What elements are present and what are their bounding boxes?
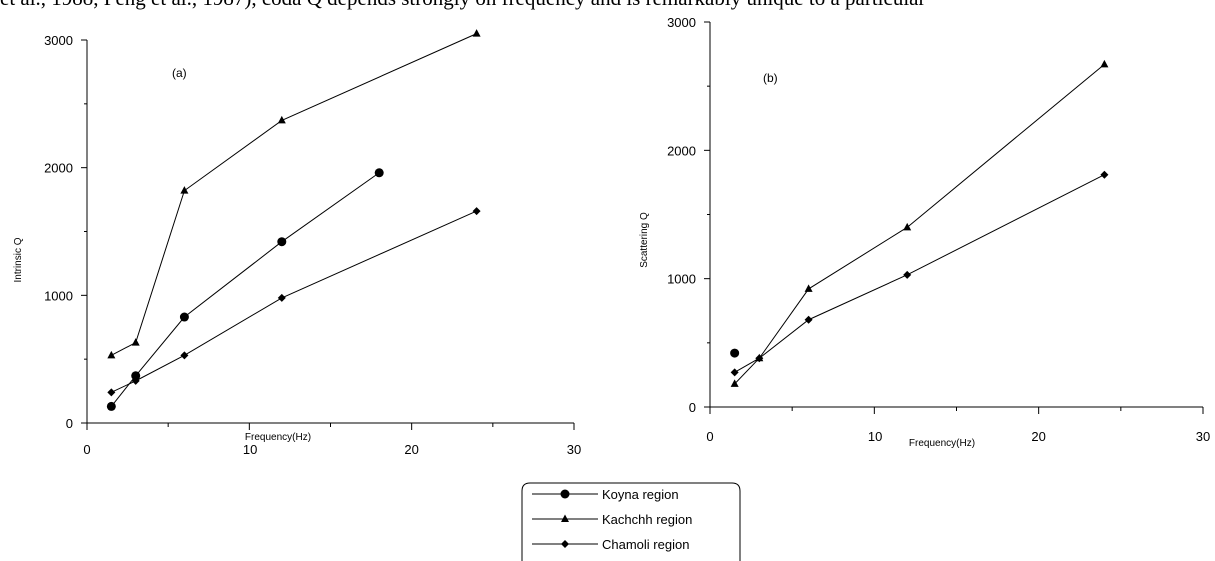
data-point-koyna — [106, 401, 116, 411]
x-tick-label: 10 — [868, 429, 882, 444]
data-point-kachchh — [180, 186, 189, 194]
data-point-kachchh — [277, 115, 286, 124]
legend-label-chamoli: Chamoli region — [602, 537, 689, 552]
x-tick-label: 0 — [83, 442, 90, 457]
x-tick-label: 0 — [706, 429, 713, 444]
x-tick-label: 10 — [243, 442, 257, 457]
x-tick-label: 20 — [1031, 429, 1045, 444]
data-point-kachchh — [730, 379, 739, 387]
y-tick-label: 1000 — [667, 272, 696, 287]
y-axis-label: Scattering Q — [639, 212, 650, 268]
data-point-chamoli — [277, 293, 286, 302]
x-axis-label: Frequency(Hz) — [909, 438, 975, 449]
data-point-koyna — [131, 371, 141, 381]
chart-panel-a: 0 1000 2000 3000 0 10 20 30 Frequency(Hz) Intrins… — [13, 29, 581, 457]
data-point-kachchh — [472, 29, 481, 37]
y-axis-label: Intrinsic Q — [13, 237, 24, 282]
legend-label-koyna: Koyna region — [602, 487, 679, 502]
y-tick-label: 3000 — [667, 15, 696, 30]
legend-marker-kachchh — [561, 514, 569, 522]
legend-box — [521, 482, 741, 561]
data-point-chamoli — [903, 270, 912, 279]
data-point-chamoli — [755, 354, 764, 363]
x-axis-label: Frequency(Hz) — [245, 432, 311, 443]
y-tick-label: 0 — [689, 400, 696, 415]
data-point-koyna — [730, 348, 740, 358]
y-tick-label: 2000 — [44, 161, 73, 176]
data-point-kachchh — [1100, 59, 1109, 68]
data-point-chamoli — [131, 376, 140, 385]
legend-marker-koyna — [560, 489, 570, 499]
y-tick-label: 1000 — [44, 288, 73, 303]
data-point-koyna — [374, 168, 384, 178]
panel-label: (b) — [763, 71, 778, 85]
data-point-chamoli — [180, 351, 189, 360]
data-point-koyna — [277, 237, 287, 247]
x-tick-label: 20 — [404, 442, 418, 457]
series-line-kachchh — [111, 33, 477, 356]
series-line-koyna — [110, 172, 380, 407]
y-tick-label: 2000 — [667, 143, 696, 158]
chart-panel-b: 0 1000 2000 3000 0 10 20 30 Frequency(Hz) Scatter… — [639, 15, 1210, 449]
x-tick-label: 30 — [567, 442, 581, 457]
data-point-kachchh — [131, 338, 140, 346]
series-line-chamoli — [734, 174, 1105, 373]
legend: Koyna region Kachchh region Chamoli region — [521, 482, 741, 561]
data-point-chamoli — [730, 368, 739, 377]
series-line-chamoli — [111, 210, 477, 393]
data-point-chamoli — [1100, 170, 1109, 179]
caption-text: et al., 1988, Peng et al., 1987), coda Q… — [0, 0, 1215, 10]
y-tick-label: 0 — [66, 416, 73, 431]
data-point-koyna — [179, 312, 189, 322]
data-point-chamoli — [804, 315, 813, 324]
panel-label: (a) — [172, 66, 187, 80]
data-point-chamoli — [472, 207, 481, 216]
legend-marker-chamoli — [561, 540, 569, 548]
x-tick-label: 30 — [1196, 429, 1210, 444]
data-point-kachchh — [903, 222, 912, 231]
series-line-kachchh — [734, 63, 1105, 385]
data-point-kachchh — [804, 284, 813, 292]
data-point-kachchh — [107, 350, 116, 359]
legend-label-kachchh: Kachchh region — [602, 512, 692, 527]
data-point-chamoli — [107, 388, 116, 397]
y-tick-label: 3000 — [44, 33, 73, 48]
